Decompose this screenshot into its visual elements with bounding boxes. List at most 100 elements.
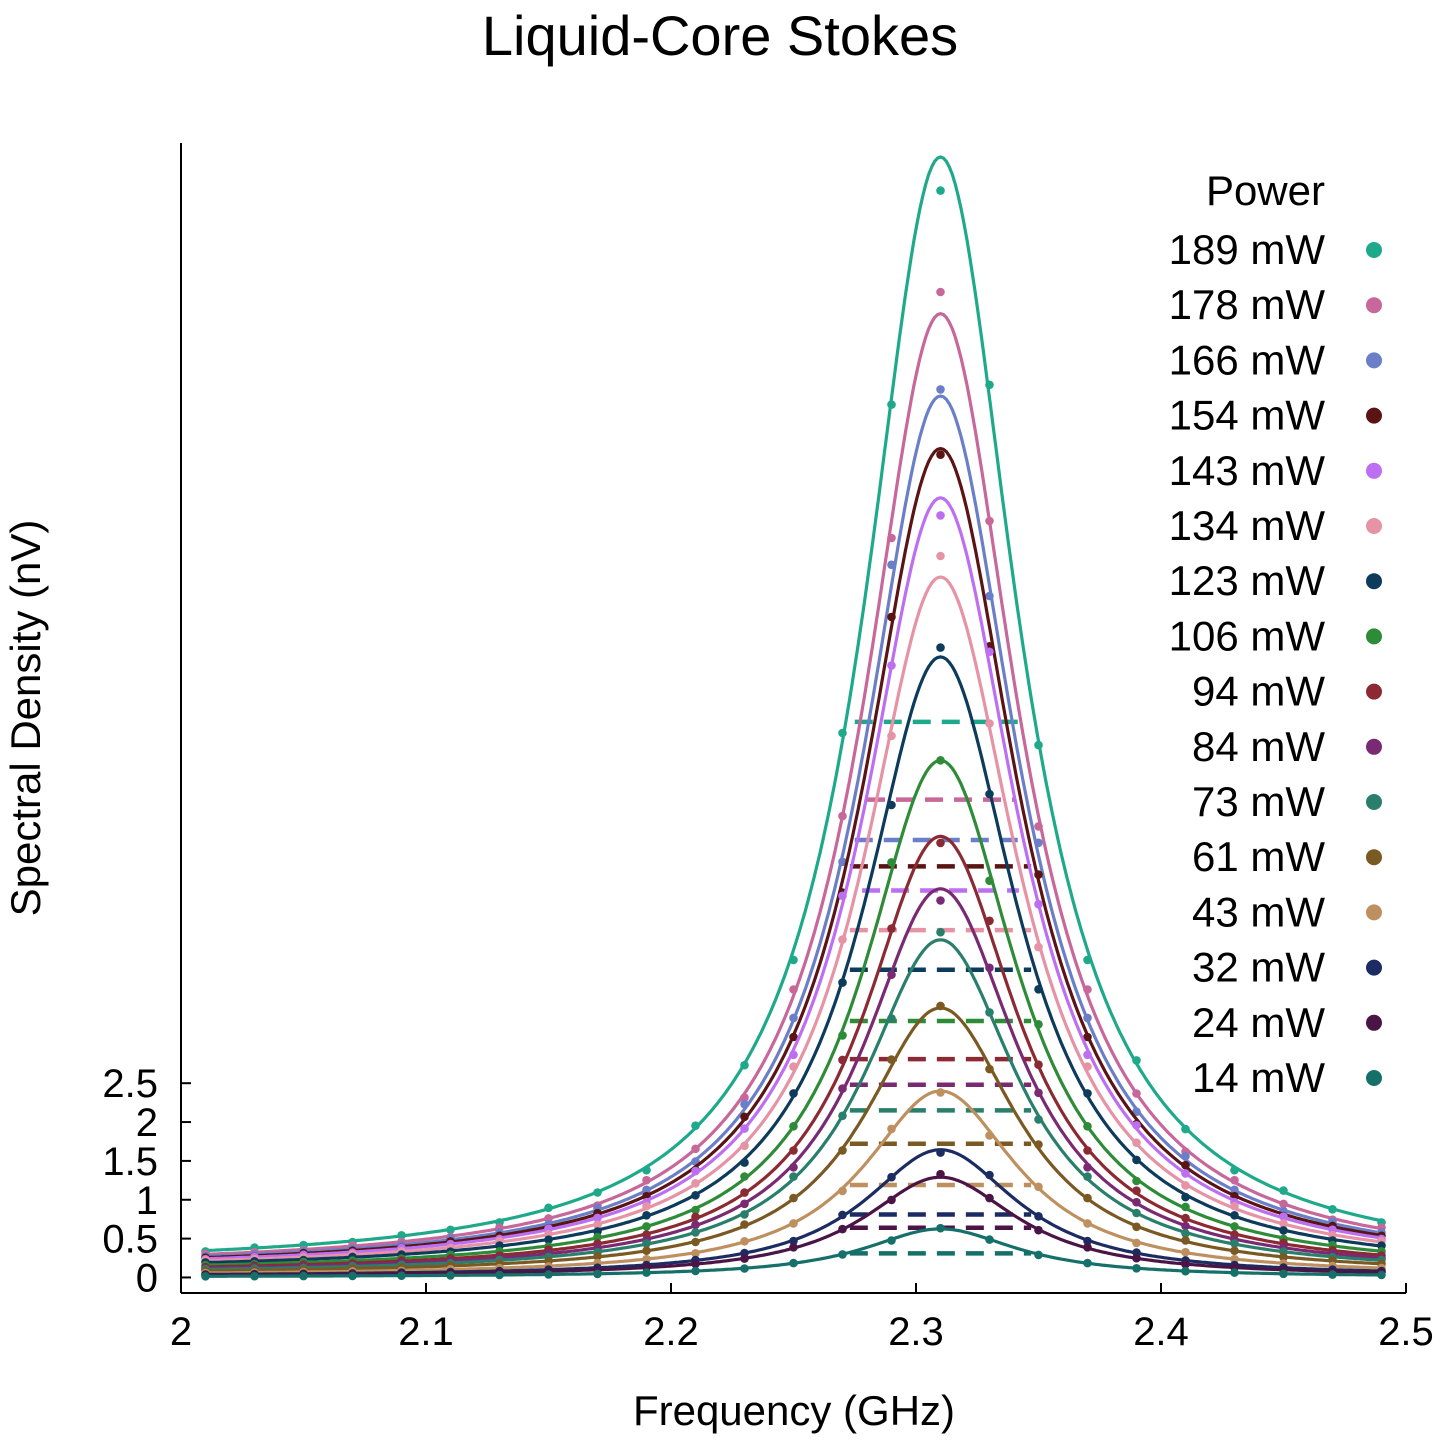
data-point	[1034, 1250, 1043, 1260]
data-point	[789, 1089, 798, 1098]
data-point	[1034, 1225, 1043, 1235]
data-point	[1181, 1247, 1190, 1257]
data-point	[691, 1166, 700, 1176]
data-point	[691, 1259, 700, 1269]
data-point	[1132, 1056, 1141, 1065]
data-point	[642, 1165, 651, 1175]
data-point	[691, 1266, 700, 1276]
legend-label: 178 mW	[1169, 281, 1326, 328]
data-point	[1034, 1060, 1043, 1069]
data-point	[593, 1269, 602, 1279]
data-point	[936, 1223, 945, 1233]
data-point	[642, 1201, 651, 1211]
x-tick-label: 2.5	[1378, 1310, 1434, 1354]
data-point	[985, 591, 994, 601]
data-point	[397, 1231, 406, 1240]
data-point	[740, 1264, 749, 1273]
data-point	[1034, 1182, 1043, 1192]
data-point	[789, 1050, 798, 1060]
data-point	[887, 1124, 896, 1134]
legend-label: 14 mW	[1192, 1054, 1325, 1101]
data-point	[544, 1235, 553, 1244]
data-point	[1034, 1212, 1043, 1221]
data-point	[1230, 1222, 1239, 1231]
data-point	[1181, 1202, 1190, 1212]
legend-label: 61 mW	[1192, 833, 1325, 880]
data-point	[936, 1148, 945, 1157]
data-point	[1328, 1205, 1337, 1214]
legend-marker	[1366, 462, 1382, 479]
data-point	[1132, 1253, 1141, 1263]
data-point	[936, 756, 945, 765]
data-point	[1083, 1193, 1092, 1203]
data-point	[936, 186, 945, 195]
data-point	[593, 1213, 602, 1223]
data-point	[789, 1172, 798, 1181]
data-point	[838, 1146, 847, 1155]
data-point	[1181, 1160, 1190, 1170]
data-point	[397, 1271, 406, 1280]
data-point	[642, 1254, 651, 1264]
x-tick-label: 2.3	[888, 1310, 944, 1354]
x-tick-label: 2.1	[398, 1310, 454, 1354]
legend-label: 32 mW	[1192, 944, 1325, 991]
data-point	[789, 1219, 798, 1228]
data-point	[936, 1088, 945, 1097]
data-point	[1083, 955, 1092, 965]
data-point	[740, 1172, 749, 1181]
data-point	[985, 719, 994, 728]
data-point	[1230, 1165, 1239, 1175]
data-point	[1230, 1185, 1239, 1195]
data-point	[1132, 1089, 1141, 1098]
data-point	[1034, 899, 1043, 909]
data-point	[789, 1243, 798, 1252]
data-point	[1034, 1088, 1043, 1098]
data-point	[887, 924, 896, 933]
legend-marker	[1366, 297, 1382, 314]
data-point	[1279, 1186, 1288, 1195]
data-point	[838, 728, 847, 738]
data-point	[201, 1272, 210, 1281]
data-point	[642, 1239, 651, 1248]
legend-label: 143 mW	[1169, 447, 1326, 494]
legend-label: 166 mW	[1169, 336, 1326, 383]
data-point	[1279, 1199, 1288, 1209]
data-point	[1181, 1213, 1190, 1223]
legend-label: 134 mW	[1169, 502, 1326, 549]
data-point	[936, 643, 945, 652]
legend-marker	[1366, 407, 1382, 424]
data-point	[1132, 1186, 1141, 1195]
data-point	[1132, 1222, 1141, 1232]
data-point	[740, 1112, 749, 1122]
data-point	[789, 1032, 798, 1042]
legend-marker	[1366, 518, 1382, 534]
data-point	[936, 450, 945, 460]
data-point	[838, 891, 847, 901]
data-point	[1083, 1163, 1092, 1172]
data-point	[985, 516, 994, 526]
data-point	[1132, 1264, 1141, 1273]
legend-label: 94 mW	[1192, 668, 1325, 715]
data-point	[936, 385, 945, 394]
data-point	[1083, 1062, 1092, 1071]
data-point	[789, 1122, 798, 1131]
y-tick-label: 2.5	[102, 1062, 158, 1106]
data-point	[1132, 1107, 1141, 1116]
data-point	[1083, 1172, 1092, 1181]
data-point	[789, 1193, 798, 1203]
data-point	[985, 647, 994, 657]
data-point	[691, 1220, 700, 1230]
data-point	[936, 551, 945, 561]
data-point	[1377, 1270, 1386, 1280]
data-point	[838, 1111, 847, 1121]
data-point	[1034, 1115, 1043, 1124]
data-point	[887, 731, 896, 741]
data-point	[1083, 985, 1092, 994]
data-point	[887, 858, 896, 867]
data-point	[838, 978, 847, 987]
data-point	[642, 1211, 651, 1220]
data-point	[1181, 1181, 1190, 1190]
data-point	[740, 1158, 749, 1167]
data-point	[1083, 1146, 1092, 1155]
data-point	[789, 1013, 798, 1023]
